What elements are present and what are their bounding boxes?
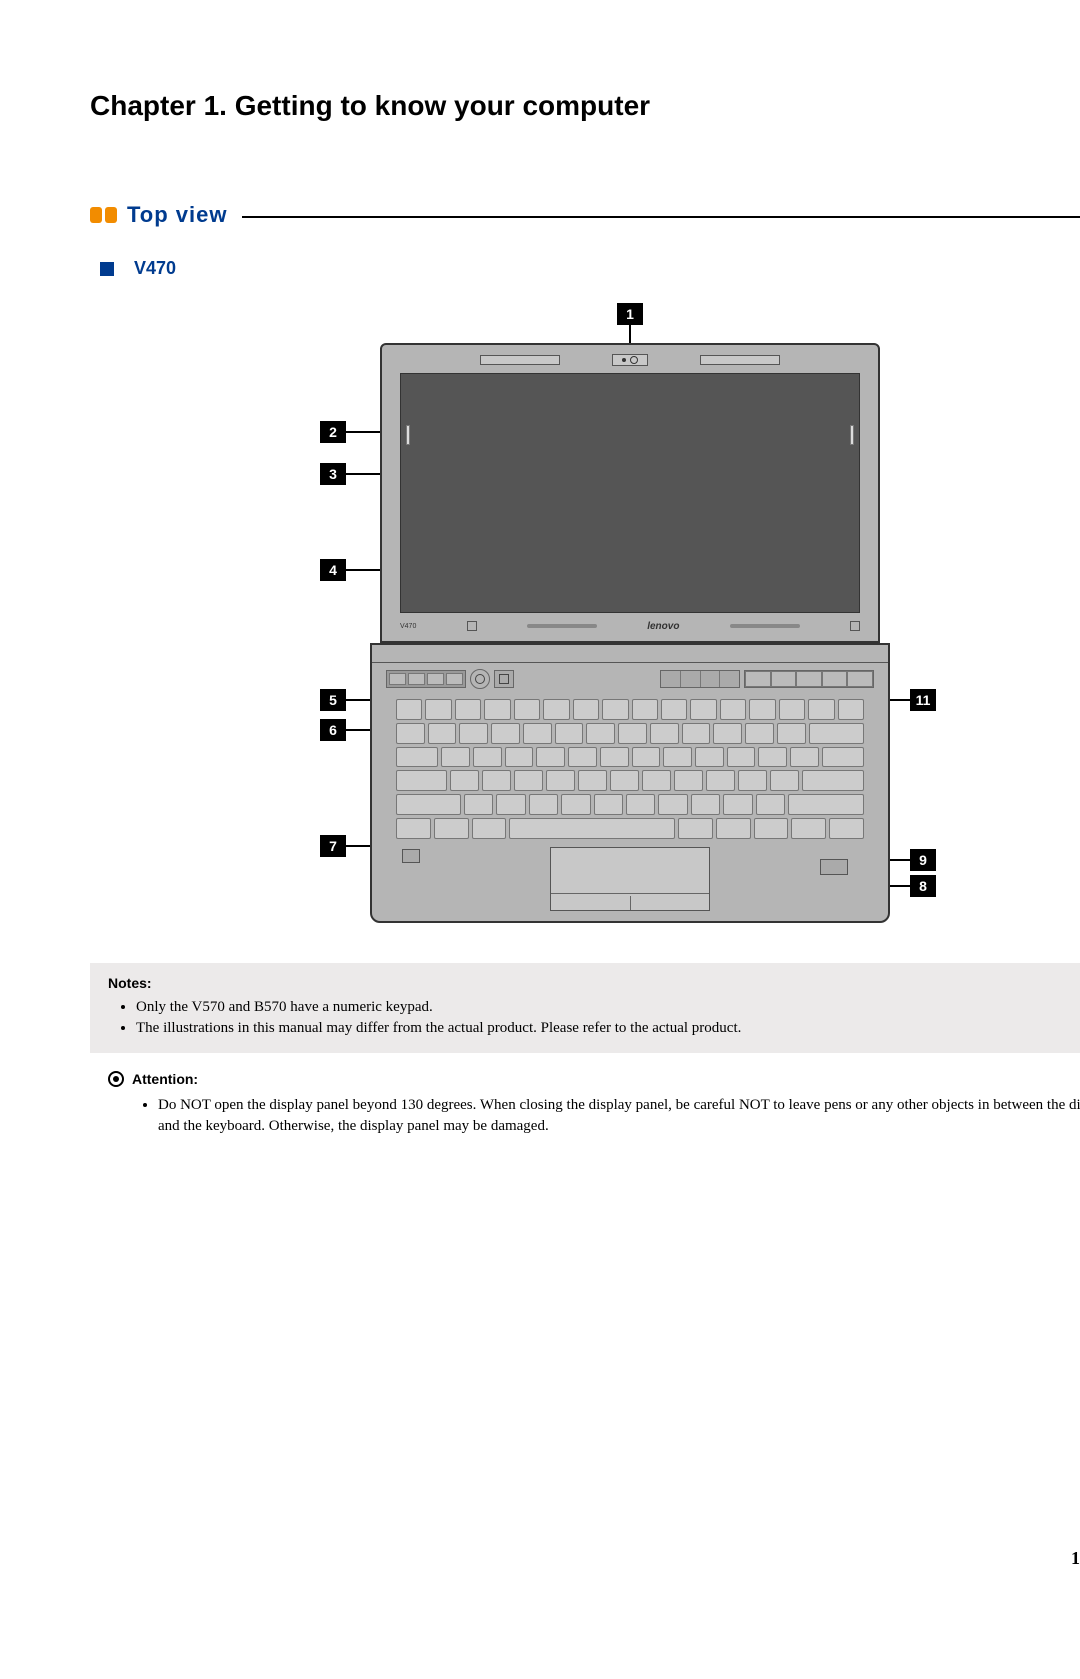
model-label: V470 bbox=[400, 623, 416, 630]
laptop-diagram: 1 2 3 4 5 6 7 11 9 8 V470 le bbox=[270, 303, 990, 933]
callout-2: 2 bbox=[320, 421, 346, 443]
attention-header: Attention: bbox=[108, 1071, 1080, 1087]
section-header: Top view bbox=[90, 202, 1080, 228]
power-button-icon bbox=[470, 669, 490, 689]
media-buttons-icon bbox=[660, 670, 740, 688]
attention-heading: Attention: bbox=[132, 1071, 198, 1087]
notes-box: Notes: Only the V570 and B570 have a num… bbox=[90, 963, 1080, 1053]
callout-4: 4 bbox=[320, 559, 346, 581]
attention-icon bbox=[108, 1071, 124, 1087]
fingerprint-reader-icon bbox=[402, 849, 420, 863]
chapter-title: Chapter 1. Getting to know your computer bbox=[90, 90, 1080, 122]
onekey-button-icon bbox=[494, 670, 514, 688]
card-reader-icon bbox=[820, 859, 848, 875]
callout-6: 6 bbox=[320, 719, 346, 741]
callout-5: 5 bbox=[320, 689, 346, 711]
callout-8: 8 bbox=[910, 875, 936, 897]
brand-label: lenovo bbox=[647, 621, 679, 632]
section-title: Top view bbox=[127, 202, 228, 228]
section-accent-icon bbox=[90, 207, 117, 223]
attention-list: Do NOT open the display panel beyond 130… bbox=[130, 1095, 1080, 1137]
notes-list: Only the V570 and B570 have a numeric ke… bbox=[108, 997, 1080, 1039]
keyboard-icon bbox=[396, 699, 864, 839]
attention-item: Do NOT open the display panel beyond 130… bbox=[158, 1095, 1080, 1137]
callout-7: 7 bbox=[320, 835, 346, 857]
callout-11: 11 bbox=[910, 689, 936, 711]
section-rule bbox=[242, 216, 1080, 218]
touchpad-icon bbox=[550, 847, 710, 911]
subsection-title: V470 bbox=[134, 258, 176, 279]
subsection-header: V470 bbox=[100, 258, 1080, 279]
page-number: 1 bbox=[1071, 1548, 1080, 1569]
notes-item: Only the V570 and B570 have a numeric ke… bbox=[136, 997, 1080, 1018]
notes-heading: Notes: bbox=[108, 975, 1080, 991]
notes-item: The illustrations in this manual may dif… bbox=[136, 1018, 1080, 1039]
callout-9: 9 bbox=[910, 849, 936, 871]
subsection-bullet-icon bbox=[100, 262, 114, 276]
callout-1: 1 bbox=[617, 303, 643, 325]
laptop-illustration: V470 lenovo bbox=[380, 343, 880, 923]
callout-3: 3 bbox=[320, 463, 346, 485]
